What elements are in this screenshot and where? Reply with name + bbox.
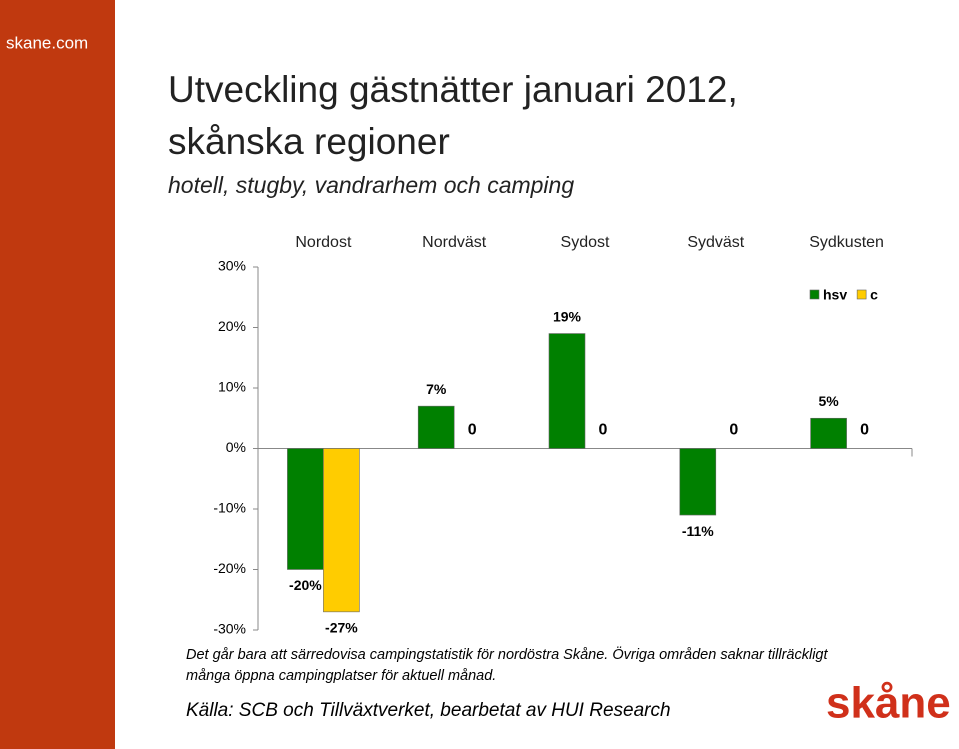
y-tick-label: 30% xyxy=(218,258,246,274)
bar xyxy=(679,448,717,516)
legend-label: c xyxy=(870,287,878,303)
category-label: Sydväst xyxy=(687,234,744,251)
note: Det går bara att särredovisa campingstat… xyxy=(186,645,828,663)
y-tick-label: 0% xyxy=(226,439,246,455)
chart-title: Utveckling gästnätter januari 2012, xyxy=(168,69,738,110)
value-label: 0 xyxy=(860,422,869,439)
source: Källa: SCB och Tillväxtverket, bearbetat… xyxy=(186,700,671,721)
logo: skåne xyxy=(826,679,951,728)
value-label: 0 xyxy=(729,422,738,439)
bar xyxy=(810,417,847,449)
y-tick-label: -30% xyxy=(213,621,246,637)
sidebar xyxy=(0,0,115,749)
chart-title: skånska regioner xyxy=(168,121,450,162)
bar xyxy=(417,405,455,449)
value-label: -11% xyxy=(682,523,714,539)
chart-subtitle: hotell, stugby, vandrarhem och camping xyxy=(168,172,574,198)
site-name: skane.com xyxy=(6,33,88,52)
value-label: 0 xyxy=(599,422,608,439)
value-label: -20% xyxy=(289,577,322,593)
y-tick-label: 10% xyxy=(218,379,246,395)
bar xyxy=(548,333,586,449)
bar xyxy=(323,448,360,613)
y-tick-label: -10% xyxy=(213,500,246,516)
category-label: Nordväst xyxy=(422,234,487,251)
legend-swatch xyxy=(856,289,867,300)
value-label: 0 xyxy=(468,422,477,439)
value-label: -27% xyxy=(325,620,358,636)
note: många öppna campingplatser för aktuell m… xyxy=(186,668,496,684)
bar xyxy=(287,448,324,570)
y-tick-label: -20% xyxy=(213,560,246,576)
category-label: Sydost xyxy=(561,234,610,251)
value-label: 19% xyxy=(553,308,582,324)
category-label: Nordost xyxy=(295,234,352,251)
category-label: Sydkusten xyxy=(809,234,884,251)
value-label: 7% xyxy=(426,381,447,397)
y-tick-label: 20% xyxy=(218,318,246,334)
legend-swatch xyxy=(809,289,820,300)
value-label: 5% xyxy=(818,393,839,409)
legend-label: hsv xyxy=(823,287,847,303)
